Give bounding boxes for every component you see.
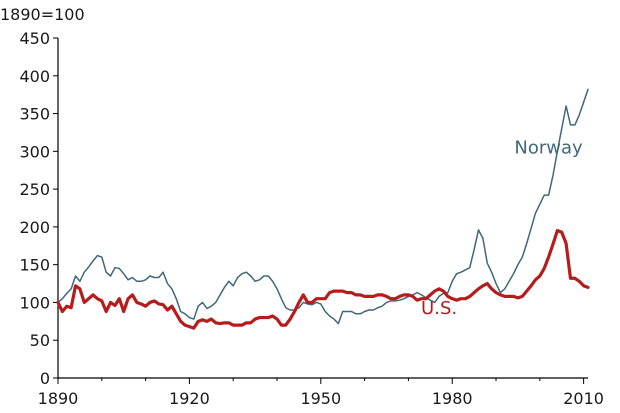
series-label-u-s: U.S. <box>421 298 457 319</box>
y-unit-label: 1890=100 <box>0 5 85 24</box>
y-tick-label: 300 <box>19 142 50 161</box>
y-tick-label: 50 <box>30 331 50 350</box>
series-line-norway <box>57 88 589 325</box>
y-tick-label: 400 <box>19 67 50 86</box>
y-tick-label: 250 <box>19 180 50 199</box>
y-tick-label: 350 <box>19 105 50 124</box>
y-tick-label: 200 <box>19 218 50 237</box>
x-tick-label: 1950 <box>300 389 341 408</box>
y-tick-label: 100 <box>19 293 50 312</box>
x-tick-label: 1920 <box>169 389 210 408</box>
series-label-norway: Norway <box>514 138 583 159</box>
x-tick-label: 1980 <box>432 389 473 408</box>
y-tick-label: 150 <box>19 256 50 275</box>
series-line-u-s <box>56 229 590 330</box>
y-tick-label: 450 <box>19 29 50 48</box>
y-tick-label: 0 <box>40 369 50 388</box>
x-tick-label: 1890 <box>38 389 79 408</box>
x-tick-label: 2010 <box>563 389 604 408</box>
